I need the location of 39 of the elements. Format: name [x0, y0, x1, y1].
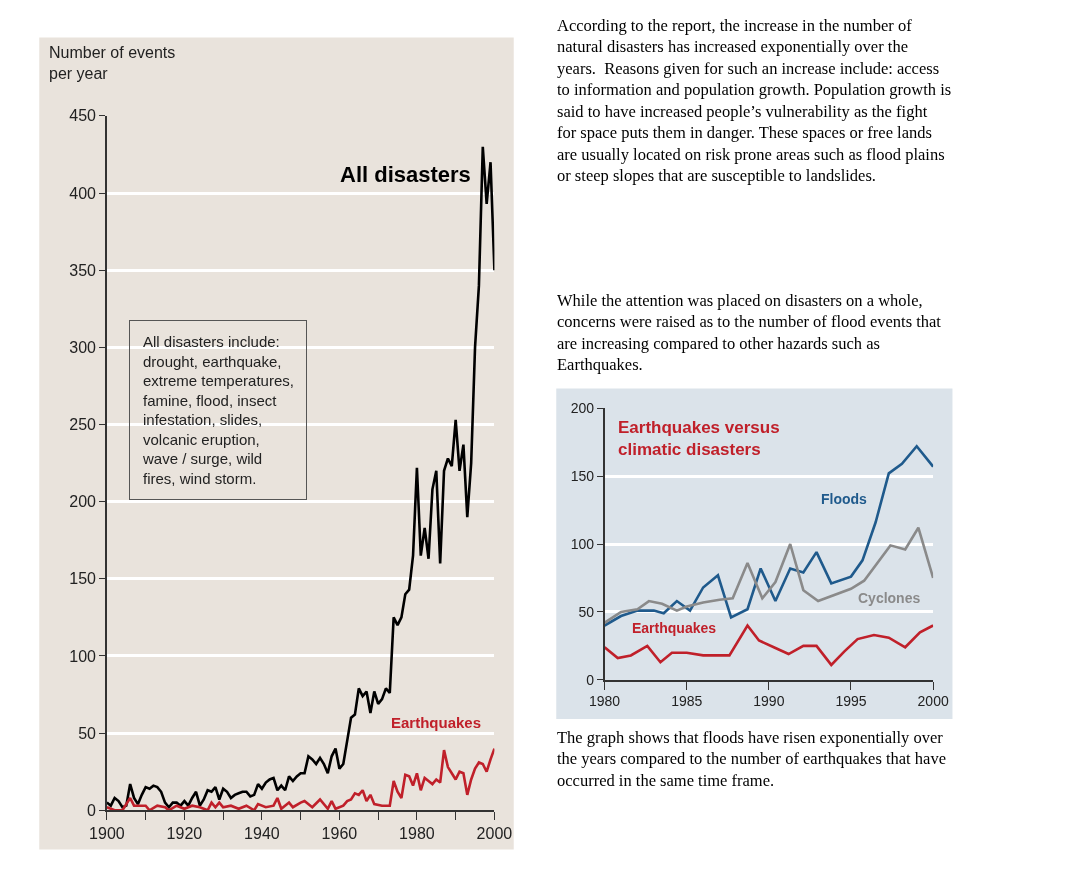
y-tick-label: 0	[586, 671, 595, 688]
x-tick-label: 1960	[321, 825, 358, 843]
x-tick-label: 1995	[835, 693, 867, 710]
y-tick-label: 50	[78, 724, 97, 742]
series-label: Cyclones	[858, 590, 921, 606]
y-tick-label: 200	[69, 493, 97, 511]
y-tick-label: 250	[69, 416, 97, 434]
series-label: Earthquakes	[391, 714, 482, 731]
y-tick-label: 150	[69, 570, 97, 588]
x-tick-label: 1980	[589, 693, 621, 710]
y-tick-label: 0	[87, 801, 97, 819]
x-tick-label: 1985	[671, 693, 703, 710]
y-tick-label: 100	[69, 647, 97, 665]
y-tick-label: 300	[69, 338, 97, 356]
x-tick-label: 1990	[753, 693, 785, 710]
y-tick-label: 150	[570, 467, 595, 484]
text: While the attention was placed on disasters on a whole, concerns were raised as to the number of flood events that are increasing compared to other hazards such as Earthquakes.	[557, 291, 942, 375]
y-tick-label: 100	[570, 535, 595, 552]
series-label: Earthquakes	[632, 620, 717, 636]
y-tick-label: 50	[578, 603, 595, 620]
x-tick-label: 1980	[399, 825, 435, 843]
x-tick-label: 2000	[476, 825, 513, 843]
x-tick-label: 1900	[89, 825, 125, 843]
line-series	[604, 624, 934, 667]
text: According to the report, the increase in the number of natural disasters has increased exponentially over the years. Reasons given for such an increase include: access to information and population growth. Population growth is said to have increased people’s vulnerability as the fight for space puts them in danger. These spaces or free lands are usually located on risk prone areas such as flood plains or steep slopes that are susceptible to landslides.	[557, 16, 952, 186]
annotation: All disasters include: drought, earthquake, extreme temperatures, famine, flood, insect infestation, slides, volcanic eruption, wave / surge, wild fires, wind storm.	[142, 333, 294, 487]
text: The graph shows that floods have risen exponentially over the years compared to the number of earthquakes that have occurred in the same time frame.	[557, 728, 946, 790]
series-label: Floods	[821, 491, 868, 507]
y-tick-label: 400	[69, 184, 97, 202]
y-tick-label: 200	[570, 400, 595, 417]
line-series	[106, 145, 495, 809]
y-tick-label: 350	[69, 261, 97, 279]
x-tick-label: 2000	[917, 693, 949, 710]
x-tick-label: 1920	[166, 825, 203, 843]
text: Earthquakes versus climatic disasters	[618, 418, 780, 460]
y-axis-title: Number of events per year	[49, 44, 176, 82]
series-label: All disasters	[340, 162, 471, 187]
y-tick-label: 450	[69, 107, 97, 125]
x-tick-label: 1940	[244, 825, 280, 843]
